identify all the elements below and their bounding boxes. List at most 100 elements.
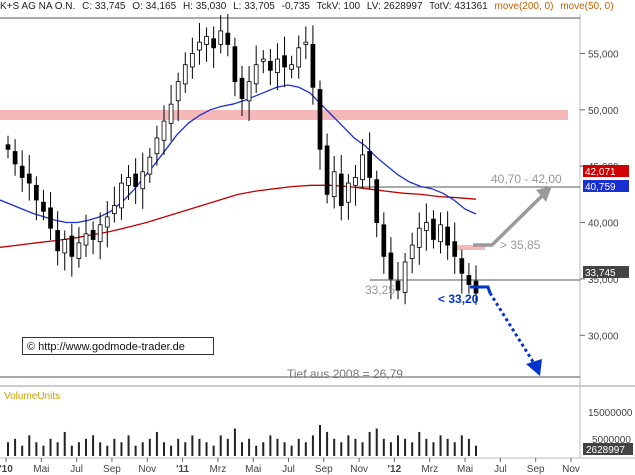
candle-body: [424, 222, 429, 231]
candle-body: [104, 216, 110, 228]
x-tick-label: Mrz: [421, 464, 438, 475]
copyright-text: © http://www.godmode-trader.de: [27, 341, 185, 353]
last-price-box: [583, 266, 629, 278]
x-tick-label: Nov: [562, 464, 580, 475]
volume-bar: [418, 431, 421, 456]
header-close: C: 33,745: [82, 1, 126, 12]
candle: [388, 237, 394, 300]
volume-bar: [290, 445, 293, 456]
candle: [5, 135, 11, 159]
candle-body: [331, 171, 337, 198]
x-tick-label: Mrz: [210, 464, 227, 475]
target-arrow: [473, 188, 550, 247]
candle: [211, 26, 216, 69]
volume-bar: [212, 445, 215, 456]
candle: [232, 37, 238, 97]
candle: [338, 154, 344, 221]
ma50-value-box: [583, 180, 629, 192]
y-tick-label: 35,000: [588, 275, 619, 286]
volume-bar: [113, 438, 116, 456]
candle: [317, 80, 323, 170]
x-tick-label: Nov: [350, 464, 368, 475]
candle: [239, 65, 245, 117]
candle-body: [431, 218, 436, 240]
candle-body: [367, 151, 372, 178]
x-tick-label: '10: [0, 464, 13, 475]
last-price: 33,745: [585, 268, 616, 279]
candle: [331, 156, 337, 209]
header-totv: TotV: 431361: [429, 1, 488, 12]
volume-bar: [439, 435, 442, 456]
x-tick-label: Mai: [245, 464, 261, 475]
support-arrowhead: [526, 359, 542, 376]
candle: [225, 14, 231, 57]
candle: [416, 212, 422, 265]
candle: [367, 132, 372, 190]
candle: [324, 133, 330, 204]
candle: [395, 262, 401, 300]
volume-bar: [326, 431, 329, 456]
candle-body: [303, 41, 309, 45]
candle: [275, 43, 280, 91]
support-label: < 33,20: [438, 292, 479, 306]
x-tick-label: '12: [388, 464, 402, 475]
volume-bars: [7, 425, 477, 456]
candle-body: [225, 32, 231, 45]
candle-body: [119, 182, 124, 209]
candle: [424, 203, 429, 251]
volume-bar: [262, 442, 265, 456]
candle: [374, 170, 380, 238]
candle-body: [62, 239, 68, 254]
volume-bar: [382, 438, 385, 456]
candle: [34, 176, 39, 221]
volume-bar: [191, 435, 194, 456]
candle-body: [83, 233, 89, 246]
candle: [289, 55, 294, 79]
candle: [83, 214, 89, 257]
candle-body: [409, 244, 415, 260]
candle-body: [282, 55, 287, 68]
historic-low-label: Tief aus 2008 = 26,79: [287, 367, 403, 381]
candle: [90, 221, 96, 255]
volume-bar: [70, 445, 73, 456]
volume-bar: [49, 438, 52, 456]
target-label: 40,70 - 42,00: [491, 172, 562, 186]
header-ma200: move(200, 0): [494, 1, 554, 12]
candle-body: [197, 41, 202, 51]
candle: [119, 174, 124, 220]
volume-bar: [269, 435, 272, 456]
candle-body: [232, 46, 238, 83]
candle: [431, 210, 436, 249]
volume-bar: [453, 442, 456, 456]
volume-last-box: [583, 443, 633, 455]
candle: [197, 23, 202, 65]
header-high: H: 35,030: [182, 1, 227, 12]
x-axis: '10 Mai Jul Sep Nov '11 Mrz Mai Jul Sep Nov '12 Mrz M…: [0, 458, 580, 475]
candle-body: [133, 173, 138, 187]
header-low: L: 33,705: [233, 1, 275, 12]
candle-body: [381, 224, 387, 257]
candle: [409, 232, 415, 274]
candle-body: [175, 81, 181, 102]
candle: [19, 150, 25, 193]
x-tick-label: Sep: [315, 464, 333, 475]
candle: [303, 26, 309, 60]
volume-bar: [425, 438, 428, 456]
support-dotted-arrow: [488, 292, 537, 366]
candle-body: [239, 77, 245, 99]
candle-body: [182, 64, 188, 85]
volume-bar: [127, 435, 130, 456]
candle-body: [268, 60, 273, 71]
volume-bar: [304, 442, 307, 456]
candle-body: [388, 252, 394, 280]
volume-bar: [56, 442, 59, 456]
volume-bar: [198, 438, 201, 456]
candle-body: [260, 58, 266, 62]
volume-bar: [241, 442, 243, 456]
header-symbol: K+S AG NA O.N.: [0, 1, 76, 12]
volume-bar: [248, 438, 251, 456]
candle: [140, 152, 146, 210]
candle-body: [5, 144, 11, 150]
ma200-value: 42,071: [585, 167, 616, 178]
